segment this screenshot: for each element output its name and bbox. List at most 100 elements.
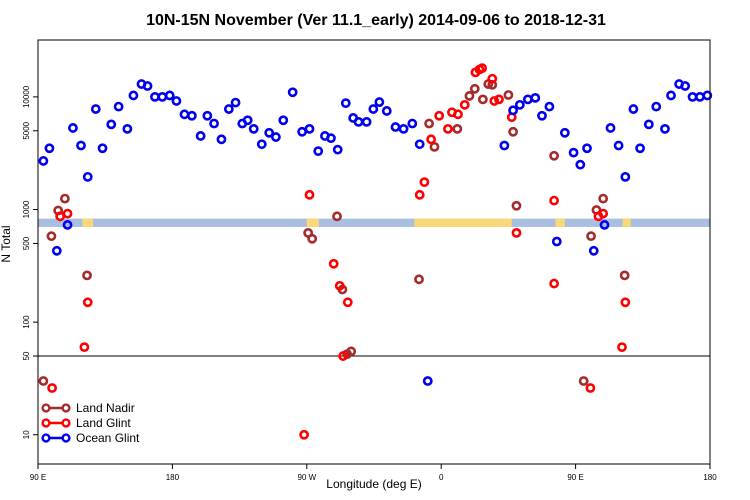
land-segment (82, 218, 94, 227)
land-glint-point (477, 63, 488, 74)
ocean-glint-point (142, 81, 153, 91)
ocean-glint-point (605, 123, 616, 133)
land-glint-point (79, 342, 90, 353)
chart-title: 10N-15N November (Ver 11.1_early) 2014-0… (146, 12, 606, 29)
land-nadir-point (619, 270, 630, 281)
land-glint-point (419, 177, 430, 188)
y-tick-label: 10 (22, 430, 31, 439)
plot-frame (37, 39, 711, 465)
ocean-glint-point (390, 122, 401, 132)
legend-marker-land-nadir (41, 403, 51, 413)
ocean-glint-point (287, 87, 298, 98)
land-glint-point (82, 297, 93, 308)
legend-marker-ocean-glint (61, 433, 71, 443)
land-glint-point (62, 208, 73, 219)
x-tick-label: 90 E (30, 473, 46, 482)
land-nadir-point (586, 231, 596, 242)
ocean-glint-point (353, 116, 364, 127)
y-axis: 10 50 100 500 1000 5000 10000 (22, 85, 38, 439)
ocean-glint-point (374, 97, 385, 107)
ocean-glint-point (381, 106, 392, 116)
land-glint-point (494, 94, 504, 105)
land-glint-point (299, 429, 310, 440)
land-nadir-point (503, 90, 514, 100)
land-glint-point (434, 110, 445, 121)
land-ocean-band (38, 218, 710, 227)
ocean-glint-point (44, 143, 55, 154)
land-nadir-point (549, 150, 559, 161)
ocean-glint-point (499, 140, 510, 151)
land-glint-point (443, 123, 453, 134)
y-tick-label: 50 (22, 351, 31, 360)
x-tick-label: 90 E (567, 473, 583, 482)
land-glint-point (487, 73, 498, 84)
land-nadir-point (307, 233, 318, 244)
land-nadir-point (598, 193, 609, 204)
ocean-glint-point (51, 245, 62, 256)
land-glint-point (617, 342, 627, 353)
ocean-glint-point (278, 115, 289, 126)
ocean-glint-point (398, 123, 409, 134)
x-tick-label: 0 (439, 473, 444, 482)
x-tick-label: 180 (703, 473, 717, 482)
ocean-glint-point (270, 132, 281, 142)
legend-label-land-glint: Land Glint (76, 416, 131, 430)
ocean-glint-point (186, 110, 197, 121)
land-glint-point (342, 297, 353, 308)
ocean-glint-point (223, 104, 234, 114)
ocean-glint-point (97, 143, 108, 154)
ocean-glint-point (537, 110, 547, 121)
ocean-glint-point (209, 118, 219, 129)
x-axis-title: Longitude (deg E) (326, 477, 421, 491)
y-tick-label: 100 (22, 315, 31, 329)
land-nadir-point (424, 118, 435, 129)
ocean-glint-point (195, 131, 206, 141)
land-nadir-point (452, 123, 463, 134)
ocean-glint-point (680, 81, 691, 91)
land-glint-point (304, 189, 315, 200)
land-segment (414, 218, 512, 227)
legend-marker-ocean-glint (41, 433, 51, 443)
ocean-glint-point (643, 119, 654, 130)
land-segment (555, 218, 565, 227)
ocean-glint-point (530, 92, 541, 103)
land-nadir-point (82, 270, 92, 281)
ocean-glint-point (514, 99, 525, 110)
ocean-glint-point (582, 143, 592, 154)
land-glint-point (426, 134, 437, 145)
ocean-glint-point (157, 91, 168, 102)
ocean-glint-point (414, 139, 425, 150)
land-nadir-point (332, 211, 342, 222)
ocean-glint-point (522, 94, 533, 105)
ocean-glint-point (635, 143, 646, 154)
land-glint-point (549, 195, 559, 206)
ocean-glint-point (128, 90, 139, 101)
legend-label-land-nadir: Land Nadir (76, 401, 135, 415)
land-glint-point (338, 351, 348, 361)
ocean-glint-point (106, 119, 117, 130)
legend-marker-land-nadir (61, 403, 71, 413)
land-nadir-point (464, 91, 475, 101)
ocean-glint-point (568, 147, 579, 158)
land-nadir-point (38, 376, 49, 386)
ocean-glint-point (264, 127, 275, 138)
ocean-glint-point (90, 104, 101, 114)
ocean-glint-point (179, 109, 190, 120)
ocean-glint-point (122, 123, 133, 134)
ocean-glint-point (544, 101, 555, 112)
ocean-glint-point (551, 236, 562, 247)
land-glint-point (47, 383, 58, 393)
land-glint-point (414, 189, 425, 200)
ocean-glint-point (76, 140, 86, 151)
land-glint-point (511, 227, 522, 238)
land-nadir-point (429, 141, 440, 152)
ocean-glint-point (368, 104, 379, 114)
land-nadir-point (511, 200, 522, 211)
land-segment (306, 218, 319, 227)
ocean-glint-point (256, 139, 267, 150)
ocean-glint-point (660, 123, 670, 134)
ocean-glint-point (202, 110, 213, 121)
y-tick-label: 10000 (22, 85, 31, 108)
